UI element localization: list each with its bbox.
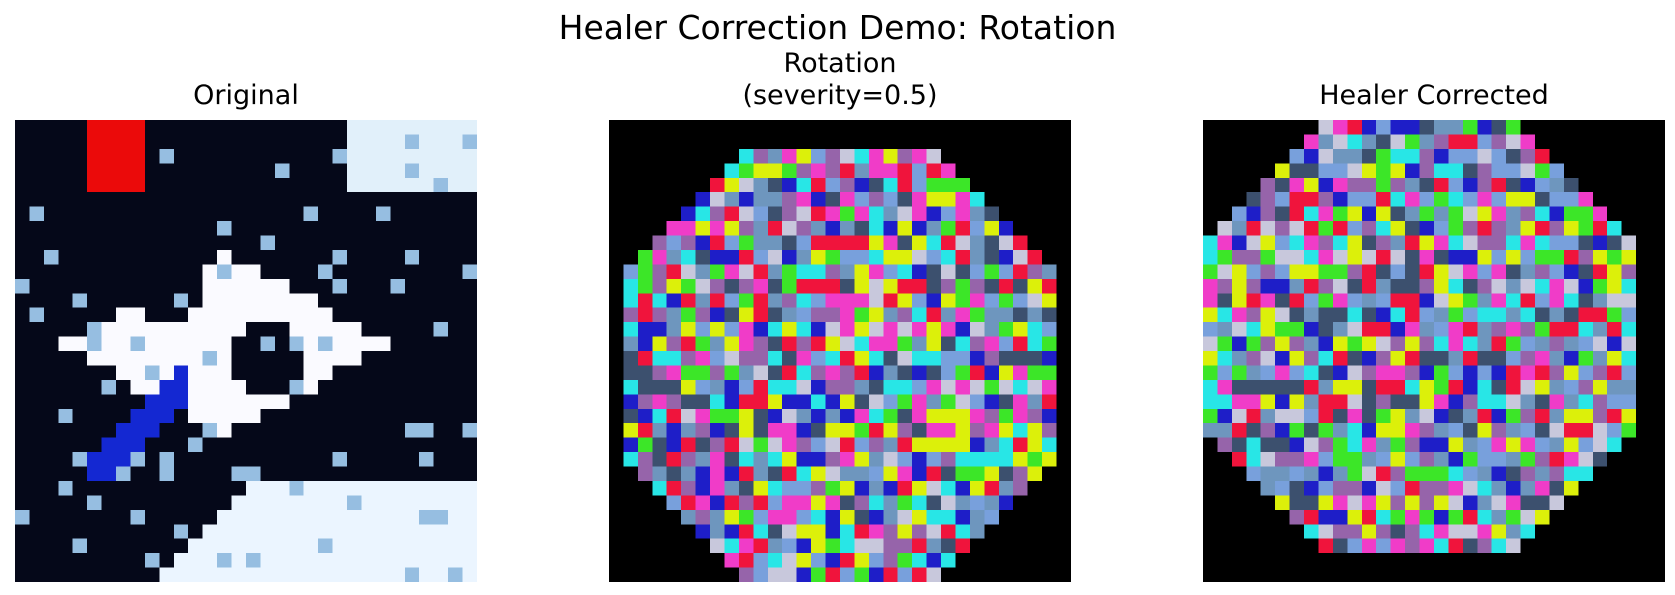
panel-title-rotated-line-2: (severity=0.5) — [742, 80, 938, 111]
panel-title-original-line-1: Original — [193, 80, 299, 111]
panel-title-rotated: Rotation (severity=0.5) — [609, 48, 1071, 112]
panel-title-rotated-line-1: Rotation — [783, 48, 897, 79]
panel-title-corrected-line-1: Healer Corrected — [1319, 80, 1549, 111]
panel-corrected: Healer Corrected — [1203, 0, 1665, 595]
rotated-image — [609, 120, 1071, 582]
panel-title-corrected: Healer Corrected — [1203, 80, 1665, 112]
panel-title-original: Original — [15, 80, 477, 112]
original-image — [15, 120, 477, 582]
figure-suptitle: Healer Correction Demo: Rotation — [558, 8, 1117, 47]
panel-rotated: Rotation (severity=0.5) — [609, 0, 1071, 595]
corrected-image — [1203, 120, 1665, 582]
panel-original: Original — [15, 0, 477, 595]
